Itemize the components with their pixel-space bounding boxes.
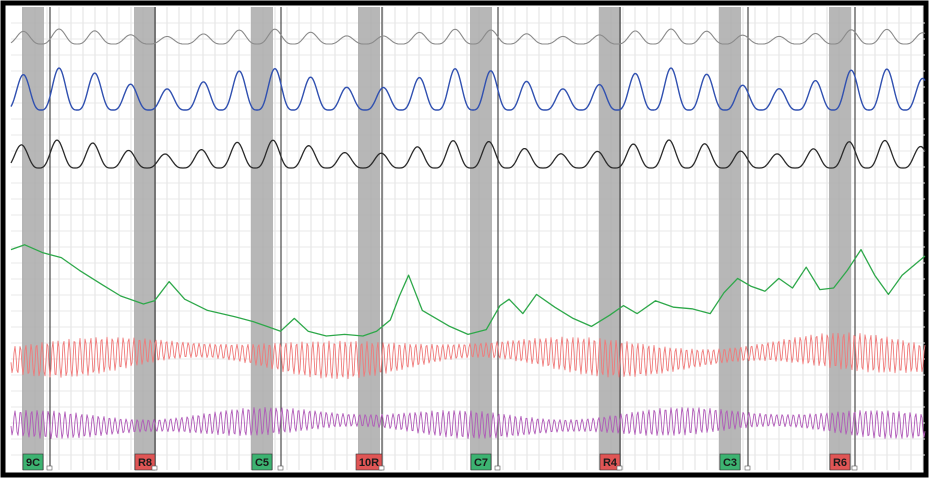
divider-tick (494, 465, 501, 471)
question-marker-label: 10R (359, 457, 379, 469)
trace-eda (10, 244, 926, 337)
divider-tick (46, 465, 53, 471)
divider-tick (616, 465, 623, 471)
question-band-r8 (134, 7, 156, 470)
divider-tick (378, 465, 385, 471)
question-band-c5 (251, 7, 273, 470)
question-band-c3 (719, 7, 741, 470)
question-marker-r6 (829, 453, 851, 471)
question-marker-label: C5 (255, 457, 269, 469)
grid-layer (11, 7, 925, 470)
trace-cardio-pulse (10, 332, 926, 380)
question-marker-label: R4 (603, 457, 618, 469)
question-marker-c7 (470, 453, 492, 471)
question-marker-r4 (599, 453, 621, 471)
trace-layer (10, 28, 926, 440)
question-marker-label: C7 (474, 457, 488, 469)
divider-tick (277, 465, 284, 471)
question-marker-label: C3 (723, 457, 737, 469)
trace-plethysmograph (10, 407, 926, 440)
divider-tick (851, 465, 858, 471)
trace-pneumo-lower (10, 67, 926, 111)
divider-tick (744, 465, 751, 471)
trace-pneumo-upper (10, 28, 926, 45)
question-marker-9c (22, 453, 44, 471)
question-marker-label: R6 (833, 457, 847, 469)
question-band-10r (358, 7, 380, 470)
question-marker-label: 9C (26, 457, 40, 469)
question-bands (22, 7, 851, 470)
question-marker-c3 (719, 453, 741, 471)
question-marker-r8 (134, 453, 156, 471)
question-band-c7 (470, 7, 492, 470)
question-marker-label: R8 (138, 457, 152, 469)
question-markers: 9C R8 C5 10R C7 R4 C3 R6 (22, 453, 858, 471)
question-band-9c (22, 7, 44, 470)
divider-tick (151, 465, 158, 471)
question-marker-10r (355, 453, 383, 471)
question-band-r4 (599, 7, 621, 470)
question-marker-c5 (251, 453, 273, 471)
trace-cardio (10, 139, 926, 169)
question-dividers (49, 7, 856, 470)
